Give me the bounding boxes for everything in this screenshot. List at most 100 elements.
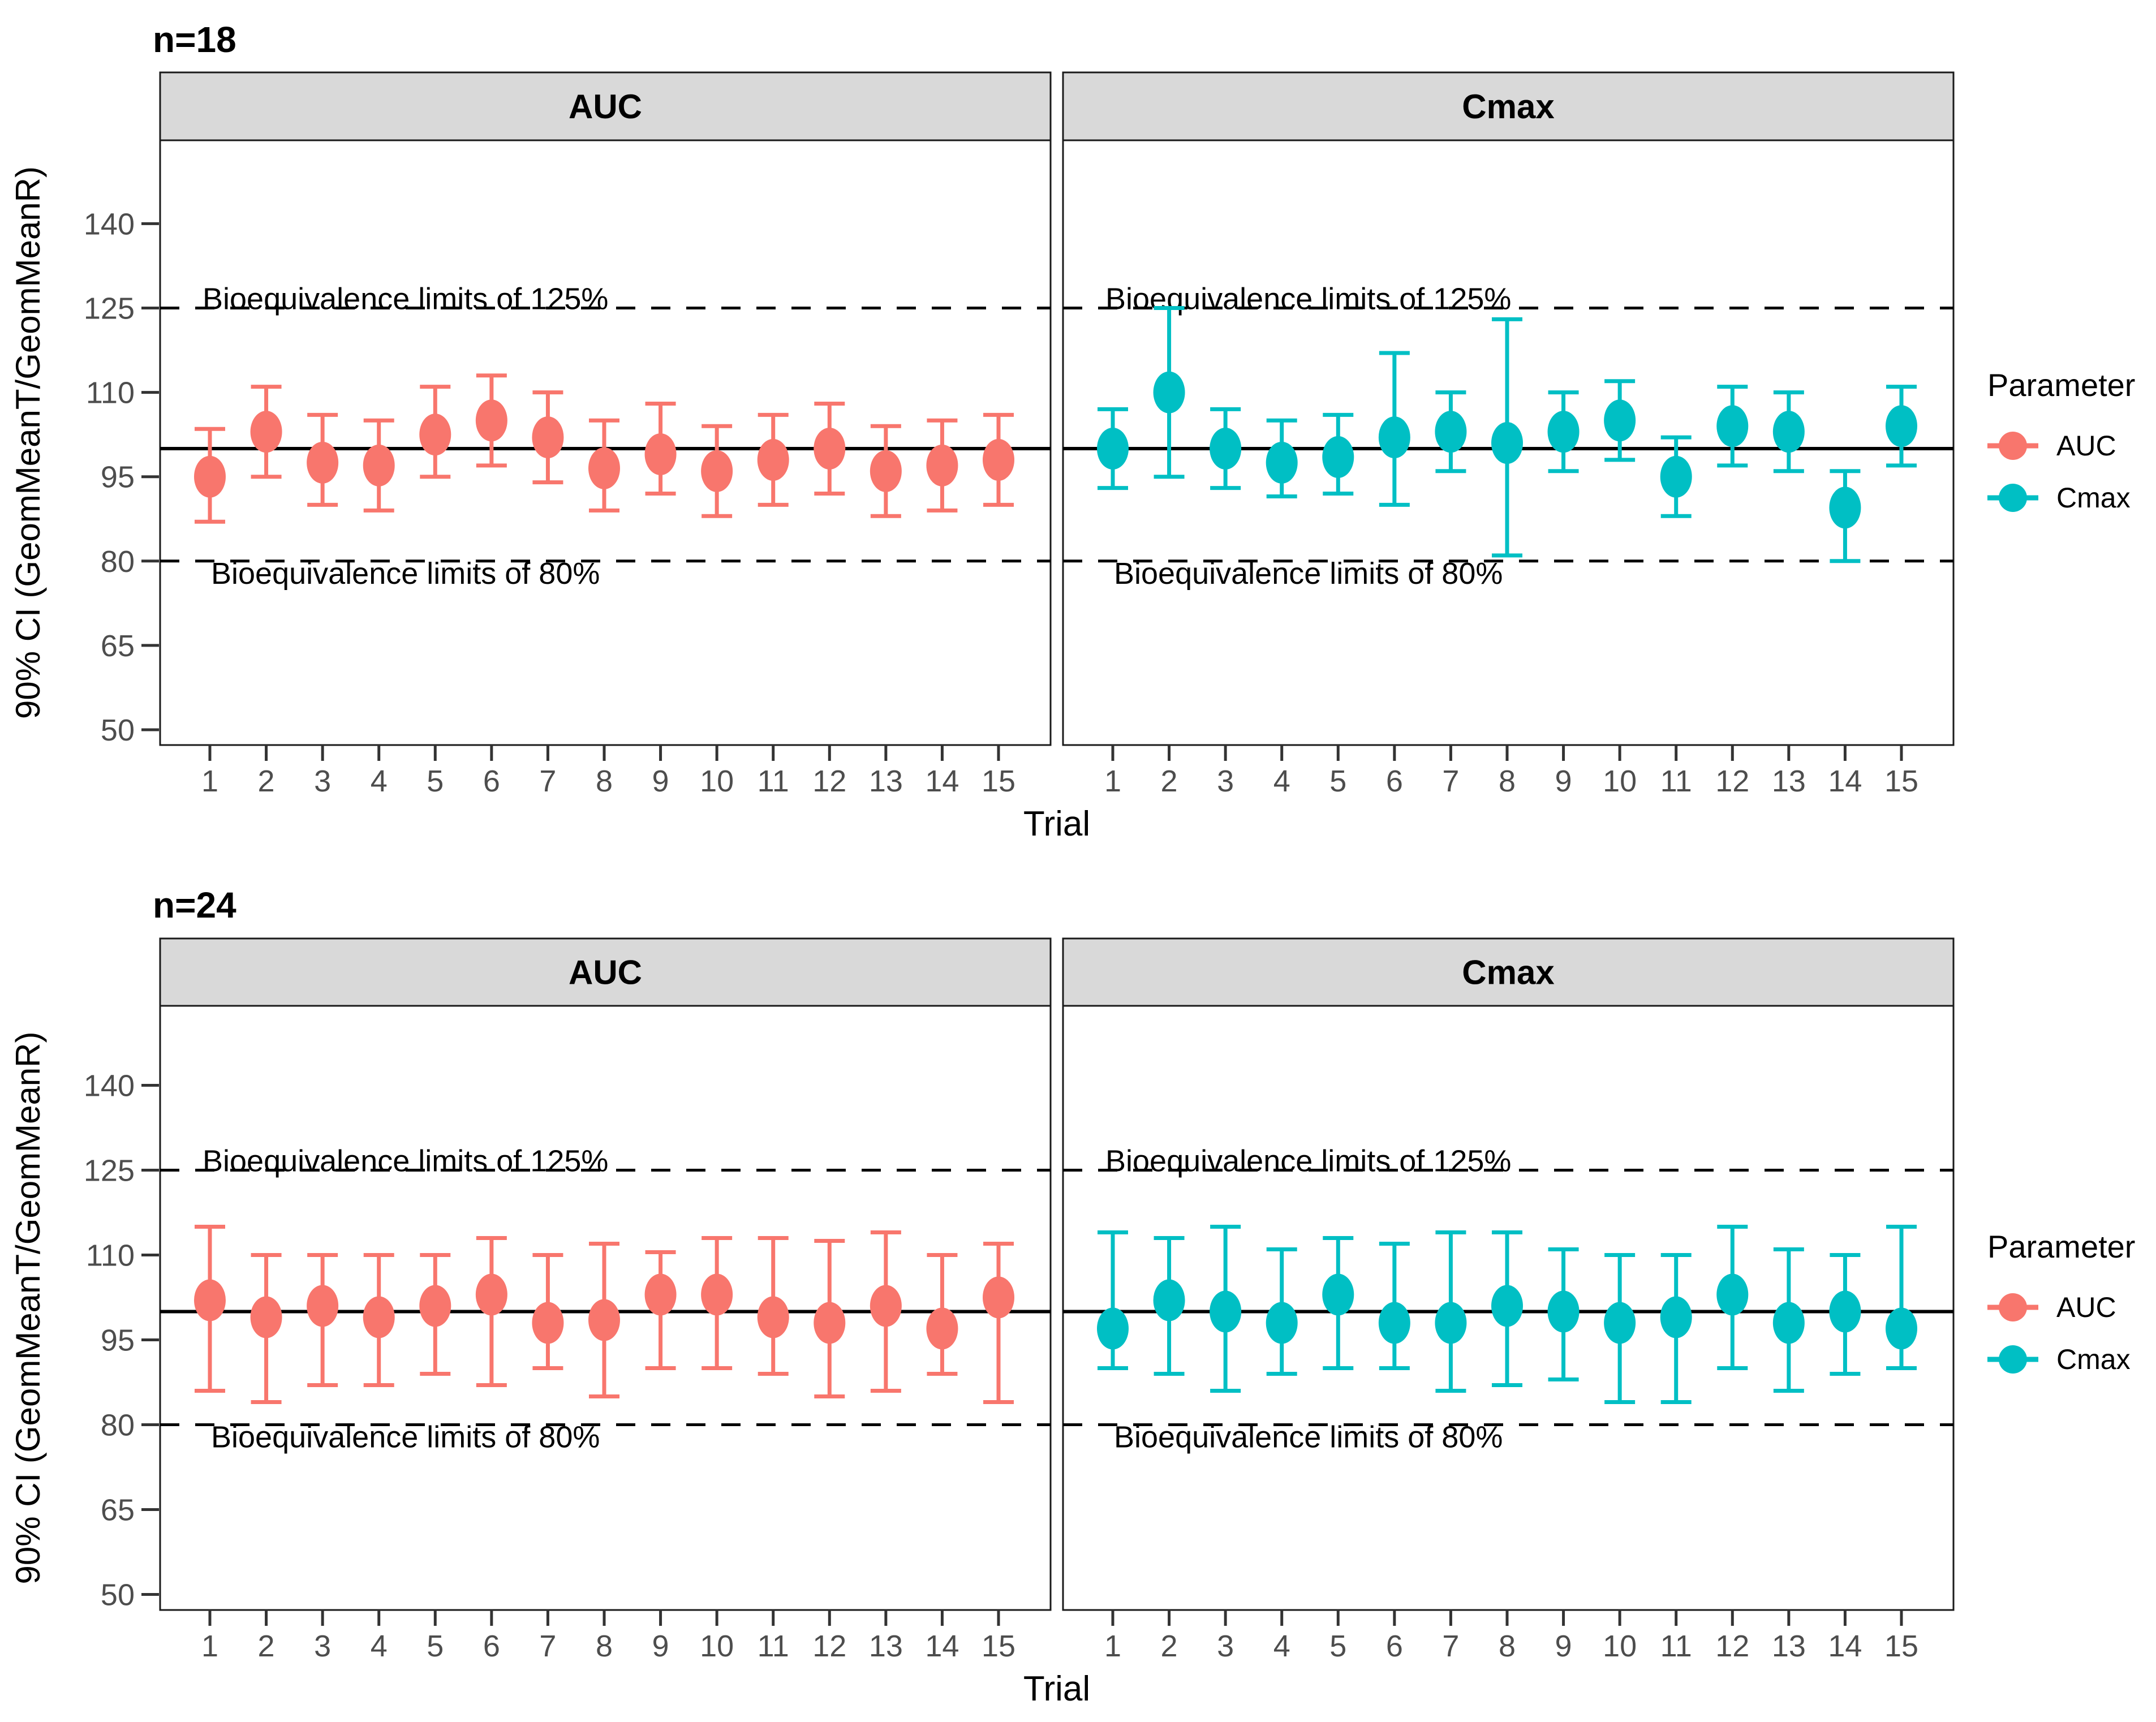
facet-strip-label: Cmax	[1462, 954, 1554, 992]
point-estimate	[475, 1273, 507, 1316]
errorbar-point-Cmax-trial-1	[1097, 407, 1129, 490]
errorbar-point-AUC-trial-8	[588, 1242, 620, 1398]
point-estimate	[363, 1296, 395, 1338]
errorbar-point-AUC-trial-11	[757, 1236, 789, 1376]
errorbar-point-AUC-trial-15	[983, 1242, 1014, 1404]
upper-limit-annotation: Bioequivalence limits of 125%	[203, 282, 608, 316]
errorbar-point-Cmax-trial-6	[1378, 351, 1410, 507]
point-estimate	[1266, 441, 1298, 484]
errorbar-point-Cmax-trial-7	[1435, 1230, 1467, 1393]
point-estimate	[1491, 1285, 1523, 1327]
x-tick-label: 10	[1603, 764, 1637, 798]
y-tick-label: 65	[101, 629, 135, 663]
point-estimate	[757, 438, 789, 481]
x-tick-label: 2	[1161, 1629, 1178, 1663]
x-tick-label: 11	[758, 764, 789, 798]
errorbar-point-Cmax-trial-9	[1547, 1247, 1580, 1381]
point-estimate	[1435, 1302, 1467, 1344]
y-tick-label: 110	[86, 376, 135, 410]
errorbar-point-AUC-trial-10	[701, 424, 733, 518]
y-tick-label: 95	[101, 460, 135, 494]
y-tick-label: 80	[101, 545, 135, 579]
x-tick-label: 7	[1442, 764, 1459, 798]
point-estimate	[1322, 436, 1354, 478]
legend-item-label: Cmax	[2056, 1344, 2131, 1375]
point-estimate	[644, 433, 677, 475]
x-tick-label: 6	[483, 764, 500, 798]
x-tick-label: 7	[539, 1629, 556, 1663]
errorbar-point-Cmax-trial-5	[1322, 412, 1354, 496]
errorbar-point-Cmax-trial-14	[1829, 469, 1861, 563]
x-tick-label: 8	[1499, 1629, 1516, 1663]
y-tick-label: 110	[86, 1239, 135, 1273]
point-estimate	[475, 399, 507, 442]
x-tick-label: 4	[1273, 1629, 1290, 1663]
errorbar-point-AUC-trial-11	[757, 412, 789, 507]
point-estimate	[1378, 416, 1410, 459]
x-tick-label: 4	[1273, 764, 1290, 798]
point-estimate	[532, 416, 564, 459]
errorbar-point-Cmax-trial-15	[1886, 1225, 1917, 1370]
point-estimate	[419, 1285, 451, 1327]
y-tick-label: 125	[84, 292, 135, 326]
x-tick-label: 11	[758, 1629, 789, 1663]
x-axis-title: Trial	[1023, 1669, 1090, 1708]
errorbar-point-AUC-trial-5	[419, 385, 451, 479]
x-tick-label: 14	[1828, 764, 1862, 798]
x-tick-label: 6	[1386, 764, 1403, 798]
errorbar-point-AUC-trial-9	[644, 401, 677, 496]
errorbar-point-AUC-trial-7	[532, 1253, 564, 1370]
point-estimate	[588, 1299, 620, 1341]
y-axis-title: 90% CI (GeomMeanT/GeomMeanR)	[9, 1032, 47, 1585]
legend-item-label: AUC	[2056, 1292, 2116, 1323]
x-tick-label: 15	[1884, 1629, 1918, 1663]
point-estimate	[1772, 1302, 1805, 1344]
x-tick-label: 4	[371, 764, 388, 798]
point-estimate	[532, 1302, 564, 1344]
facet-strip-label: Cmax	[1462, 88, 1554, 126]
point-estimate	[870, 450, 902, 492]
point-estimate	[814, 1302, 846, 1344]
point-estimate	[1266, 1302, 1298, 1344]
x-tick-label: 7	[1442, 1629, 1459, 1663]
upper-limit-annotation: Bioequivalence limits of 125%	[1105, 282, 1511, 316]
point-estimate	[1378, 1302, 1410, 1344]
point-estimate	[588, 447, 620, 489]
point-estimate	[1829, 1290, 1861, 1333]
legend-key-point	[1999, 1293, 2027, 1321]
point-estimate	[1097, 428, 1129, 470]
errorbar-point-Cmax-trial-3	[1210, 1225, 1242, 1393]
point-estimate	[419, 414, 451, 456]
facet-strip	[159, 71, 1052, 141]
legend-item-AUC: AUC	[1987, 1292, 2116, 1323]
x-tick-label: 14	[1828, 1629, 1862, 1663]
lower-limit-annotation: Bioequivalence limits of 80%	[211, 557, 600, 591]
errorbar-point-Cmax-trial-8	[1491, 1230, 1523, 1387]
errorbar-point-AUC-trial-2	[250, 1253, 282, 1404]
errorbar-point-Cmax-trial-2	[1153, 306, 1185, 479]
x-tick-label: 4	[371, 1629, 388, 1663]
x-tick-label: 6	[483, 1629, 500, 1663]
errorbar-point-Cmax-trial-9	[1547, 390, 1580, 473]
errorbar-point-AUC-trial-1	[194, 427, 226, 524]
y-tick-label: 50	[101, 1578, 135, 1612]
point-estimate	[1604, 1302, 1636, 1344]
point-estimate	[983, 438, 1014, 481]
point-estimate	[307, 1285, 339, 1327]
point-estimate	[1886, 1307, 1917, 1350]
errorbar-point-AUC-trial-3	[307, 1253, 339, 1387]
legend-item-label: Cmax	[2056, 482, 2131, 514]
x-tick-label: 1	[1104, 764, 1121, 798]
errorbar-point-AUC-trial-5	[419, 1253, 451, 1376]
legend-parameter: Parameter AUC Cmax	[1987, 367, 2135, 514]
point-estimate	[870, 1285, 902, 1327]
errorbar-point-AUC-trial-6	[475, 1236, 507, 1387]
point-estimate	[1435, 411, 1467, 453]
legend-key-point	[1999, 1345, 2027, 1374]
facet-AUC: AUC Bioequivalence limits of 125% Bioequiv…	[159, 937, 1052, 1663]
errorbar-point-Cmax-trial-11	[1660, 1253, 1692, 1404]
x-tick-label: 9	[652, 1629, 669, 1663]
x-tick-label: 15	[982, 1629, 1015, 1663]
